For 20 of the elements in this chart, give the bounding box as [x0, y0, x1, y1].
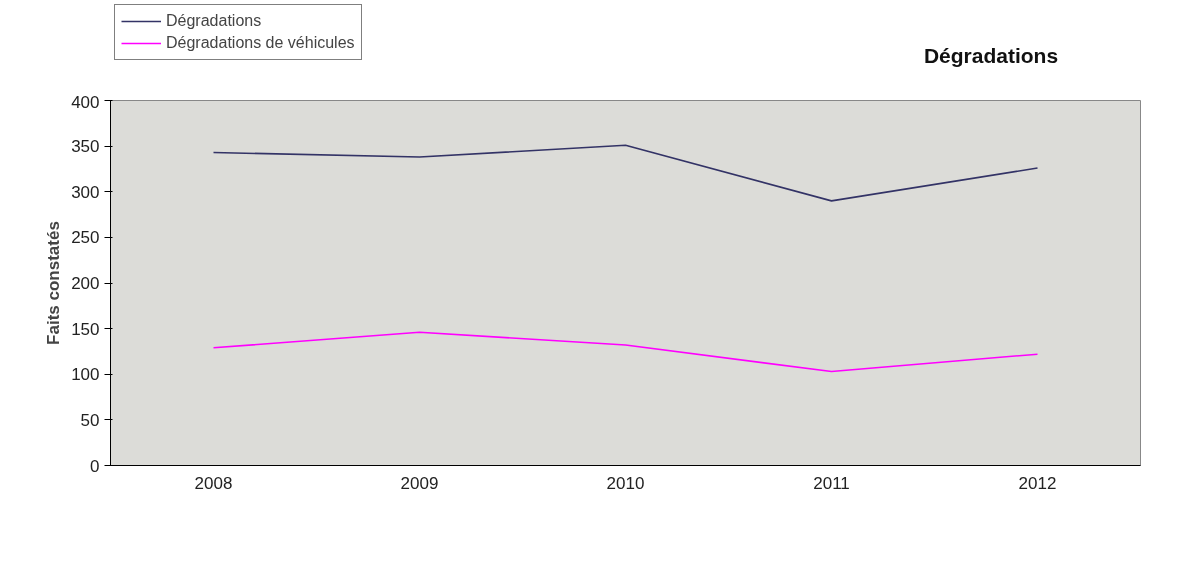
line-series	[212, 331, 1039, 373]
y-tick-label: 300	[71, 182, 100, 202]
legend-label: Dégradations de véhicules	[166, 34, 355, 52]
y-tick-label: 100	[71, 365, 100, 385]
y-tick-label: 150	[71, 319, 100, 339]
x-tick-label: 2009	[400, 473, 439, 493]
legend-label: Dégradations	[166, 12, 262, 30]
y-axis-title: Faits constatés	[44, 221, 64, 345]
chart-title: Dégradations	[923, 44, 1059, 67]
y-tick-label: 250	[71, 228, 100, 248]
y-tick-label: 50	[80, 410, 100, 430]
line-series	[212, 144, 1039, 202]
x-tick-label: 2012	[1018, 473, 1057, 493]
y-tick-label: 400	[71, 92, 100, 112]
x-tick-label: 2010	[606, 473, 645, 493]
x-tick-label: 2011	[813, 473, 850, 493]
y-tick-label: 200	[71, 274, 100, 293]
x-tick-label: 2008	[194, 473, 233, 493]
y-tick-label: 0	[90, 456, 100, 476]
y-tick-label: 350	[71, 137, 100, 157]
